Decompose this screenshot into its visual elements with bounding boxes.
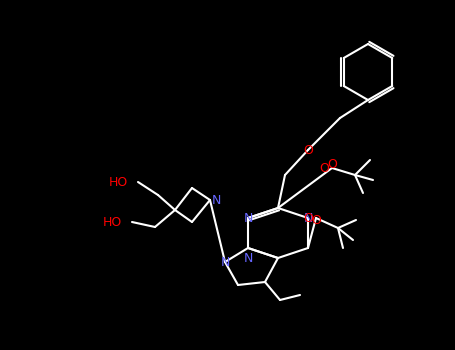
Text: HO: HO (103, 216, 122, 229)
Text: O: O (303, 144, 313, 156)
Text: N: N (211, 194, 221, 206)
Text: N: N (243, 252, 253, 265)
Text: O: O (311, 215, 321, 228)
Text: O: O (303, 211, 313, 224)
Text: N: N (220, 256, 230, 268)
Text: O: O (327, 159, 337, 172)
Text: N: N (243, 211, 253, 224)
Text: N: N (303, 211, 313, 224)
Text: HO: HO (109, 175, 128, 189)
Text: O: O (319, 161, 329, 175)
